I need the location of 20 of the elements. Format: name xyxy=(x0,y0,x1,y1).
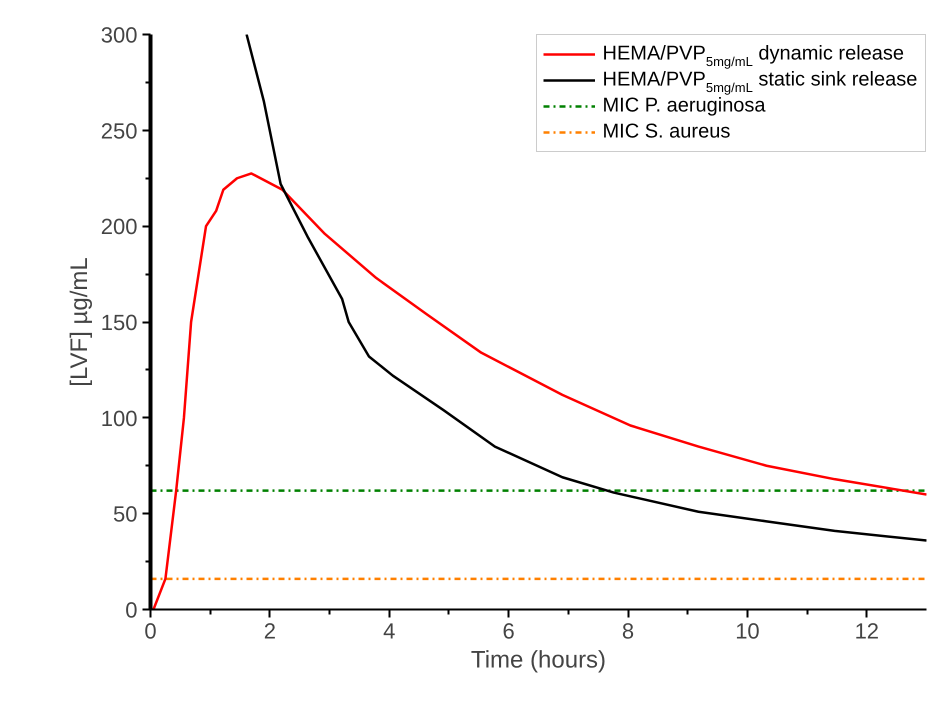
y-tick-label: 150 xyxy=(100,310,138,335)
y-axis-title: [LVF] µg/mL xyxy=(66,257,93,387)
x-tick-label: 12 xyxy=(854,618,880,644)
line-series xyxy=(152,172,926,610)
line-series xyxy=(245,34,926,542)
y-tick-label: 50 xyxy=(113,502,138,527)
y-tick-label: 0 xyxy=(125,598,138,622)
x-tick-label: 0 xyxy=(144,618,157,644)
x-axis-title: Time (hours) xyxy=(470,646,606,674)
y-tick-label: 300 xyxy=(100,22,138,48)
legend-label: MIC P. aeruginosa xyxy=(602,94,766,116)
x-tick-label: 6 xyxy=(502,618,515,644)
y-tick-label: 250 xyxy=(100,118,138,144)
x-tick-label: 8 xyxy=(622,618,634,644)
x-tick-label: 2 xyxy=(264,618,276,644)
x-tick-label: 4 xyxy=(383,618,396,644)
y-tick-label: 100 xyxy=(100,406,138,431)
x-tick-label: 10 xyxy=(735,618,760,644)
y-tick-label: 200 xyxy=(100,214,138,240)
legend-label: MIC S. aureus xyxy=(602,120,730,142)
